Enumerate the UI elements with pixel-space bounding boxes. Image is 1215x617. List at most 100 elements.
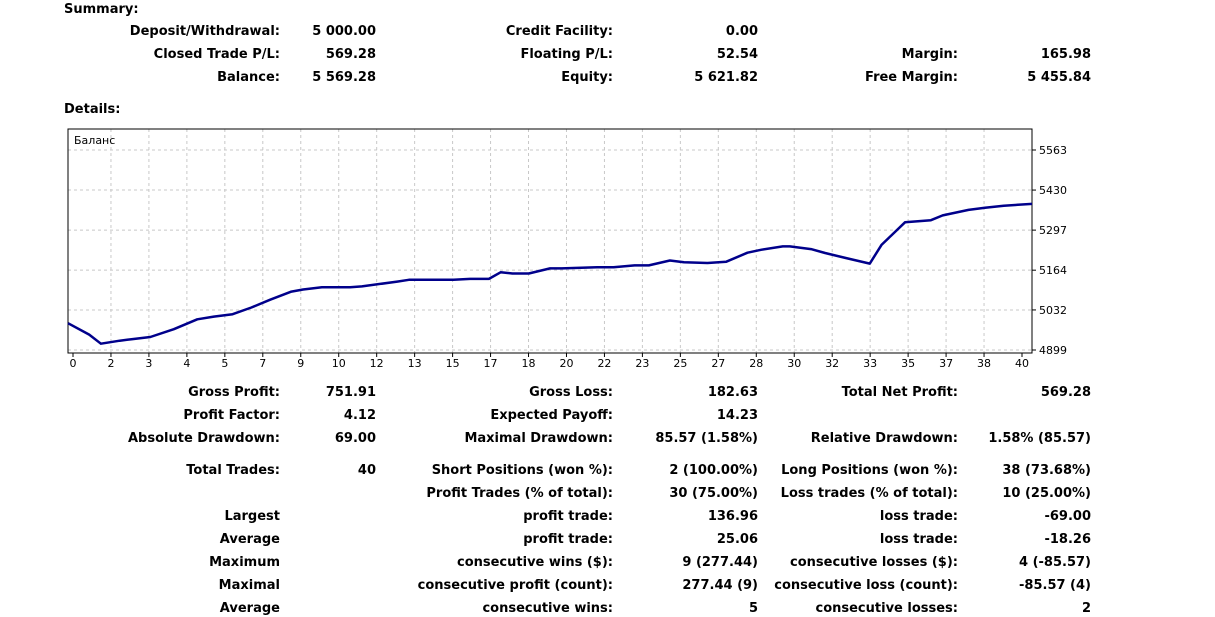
maximal-consecutive-loss-label: consecutive loss (count): xyxy=(774,578,958,593)
balance-label: Balance: xyxy=(217,70,280,85)
x-tick-label: 15 xyxy=(446,357,460,370)
gross-profit-value: 751.91 xyxy=(325,385,376,400)
gross-loss-value: 182.63 xyxy=(707,385,758,400)
closed-pl-value: 569.28 xyxy=(325,47,376,62)
loss-trades-value: 10 (25.00%) xyxy=(1002,486,1091,501)
maximum-label: Maximum xyxy=(209,555,280,570)
short-positions-value: 2 (100.00%) xyxy=(669,463,758,478)
x-tick-label: 3 xyxy=(145,357,152,370)
average-profit-value: 25.06 xyxy=(716,532,758,547)
details-title: Details: xyxy=(64,102,121,117)
maximal-drawdown-value: 85.57 (1.58%) xyxy=(655,431,758,446)
x-tick-label: 37 xyxy=(939,357,953,370)
x-tick-label: 32 xyxy=(825,357,839,370)
y-tick-label: 4899 xyxy=(1039,344,1067,357)
profit-factor-label: Profit Factor: xyxy=(183,408,280,423)
x-tick-label: 38 xyxy=(977,357,991,370)
avg-consecutive-wins-label: consecutive wins: xyxy=(482,601,613,616)
largest-loss-label: loss trade: xyxy=(879,509,958,524)
y-tick-label: 5032 xyxy=(1039,304,1067,317)
chart-title: Баланс xyxy=(74,134,115,147)
x-tick-label: 4 xyxy=(183,357,190,370)
y-tick-label: 5430 xyxy=(1039,184,1067,197)
total-trades-label: Total Trades: xyxy=(186,463,280,478)
y-tick-label: 5164 xyxy=(1039,264,1067,277)
y-axis: 5563 5430 5297 5164 5032 4899 xyxy=(1032,144,1067,357)
margin-label: Margin: xyxy=(901,47,958,62)
balance-value: 5 569.28 xyxy=(312,70,376,85)
free-margin-value: 5 455.84 xyxy=(1027,70,1091,85)
average-loss-value: -18.26 xyxy=(1044,532,1091,547)
expected-payoff-label: Expected Payoff: xyxy=(490,408,613,423)
margin-value: 165.98 xyxy=(1040,47,1091,62)
max-consecutive-losses-value: 4 (-85.57) xyxy=(1019,555,1091,570)
relative-drawdown-value: 1.58% (85.57) xyxy=(988,431,1091,446)
x-tick-label: 5 xyxy=(221,357,228,370)
long-positions-value: 38 (73.68%) xyxy=(1002,463,1091,478)
x-tick-label: 35 xyxy=(901,357,915,370)
x-tick-label: 22 xyxy=(597,357,611,370)
relative-drawdown-label: Relative Drawdown: xyxy=(810,431,958,446)
floating-pl-value: 52.54 xyxy=(716,47,758,62)
maximal-consecutive-loss-value: -85.57 (4) xyxy=(1019,578,1091,593)
x-tick-label: 12 xyxy=(370,357,384,370)
y-tick-label: 5563 xyxy=(1039,144,1067,157)
x-tick-label: 18 xyxy=(522,357,536,370)
x-tick-label: 28 xyxy=(749,357,763,370)
average-loss-label: loss trade: xyxy=(879,532,958,547)
loss-trades-label: Loss trades (% of total): xyxy=(780,486,958,501)
largest-label: Largest xyxy=(224,509,280,524)
deposit-value: 5 000.00 xyxy=(312,24,376,39)
equity-value: 5 621.82 xyxy=(694,70,758,85)
chart-grid xyxy=(68,129,1032,353)
x-tick-label: 2 xyxy=(107,357,114,370)
avg-consecutive-wins-value: 5 xyxy=(748,601,758,616)
credit-label: Credit Facility: xyxy=(505,24,613,39)
x-tick-label: 25 xyxy=(673,357,687,370)
x-axis: 0 2 3 4 5 7 9 10 12 13 15 17 18 20 22 23 25 27 28 30 32 33 35 3… xyxy=(70,353,1029,370)
absolute-drawdown-label: Absolute Drawdown: xyxy=(128,431,280,446)
x-tick-label: 9 xyxy=(297,357,304,370)
gross-loss-label: Gross Loss: xyxy=(529,385,613,400)
x-tick-label: 40 xyxy=(1015,357,1029,370)
x-tick-label: 17 xyxy=(484,357,498,370)
total-trades-value: 40 xyxy=(357,463,376,478)
largest-profit-value: 136.96 xyxy=(707,509,758,524)
average-label: Average xyxy=(219,532,280,547)
closed-pl-label: Closed Trade P/L: xyxy=(153,47,280,62)
average-profit-label: profit trade: xyxy=(523,532,613,547)
avg-consecutive-losses-value: 2 xyxy=(1081,601,1091,616)
gross-profit-label: Gross Profit: xyxy=(188,385,280,400)
x-tick-label: 10 xyxy=(332,357,346,370)
x-tick-label: 27 xyxy=(711,357,725,370)
x-tick-label: 23 xyxy=(635,357,649,370)
average-consecutive-label: Average xyxy=(219,601,280,616)
x-tick-label: 20 xyxy=(559,357,573,370)
absolute-drawdown-value: 69.00 xyxy=(334,431,376,446)
long-positions-label: Long Positions (won %): xyxy=(781,463,958,478)
profit-trades-value: 30 (75.00%) xyxy=(669,486,758,501)
total-net-profit-value: 569.28 xyxy=(1040,385,1091,400)
maximal-label: Maximal xyxy=(218,578,280,593)
credit-value: 0.00 xyxy=(725,24,758,39)
expected-payoff-value: 14.23 xyxy=(716,408,758,423)
profit-factor-value: 4.12 xyxy=(343,408,376,423)
x-tick-label: 30 xyxy=(787,357,801,370)
max-consecutive-wins-label: consecutive wins ($): xyxy=(456,555,613,570)
maximal-consecutive-profit-value: 277.44 (9) xyxy=(682,578,758,593)
avg-consecutive-losses-label: consecutive losses: xyxy=(815,601,958,616)
free-margin-label: Free Margin: xyxy=(865,70,958,85)
x-tick-label: 7 xyxy=(259,357,266,370)
summary-title: Summary: xyxy=(64,2,139,17)
max-consecutive-losses-label: consecutive losses ($): xyxy=(790,555,958,570)
equity-label: Equity: xyxy=(561,70,613,85)
plot-frame xyxy=(67,128,1033,354)
total-net-profit-label: Total Net Profit: xyxy=(841,385,958,400)
largest-profit-label: profit trade: xyxy=(523,509,613,524)
x-tick-label: 33 xyxy=(863,357,877,370)
deposit-label: Deposit/Withdrawal: xyxy=(129,24,280,39)
short-positions-label: Short Positions (won %): xyxy=(431,463,613,478)
y-tick-label: 5297 xyxy=(1039,224,1067,237)
x-tick-label: 13 xyxy=(408,357,422,370)
